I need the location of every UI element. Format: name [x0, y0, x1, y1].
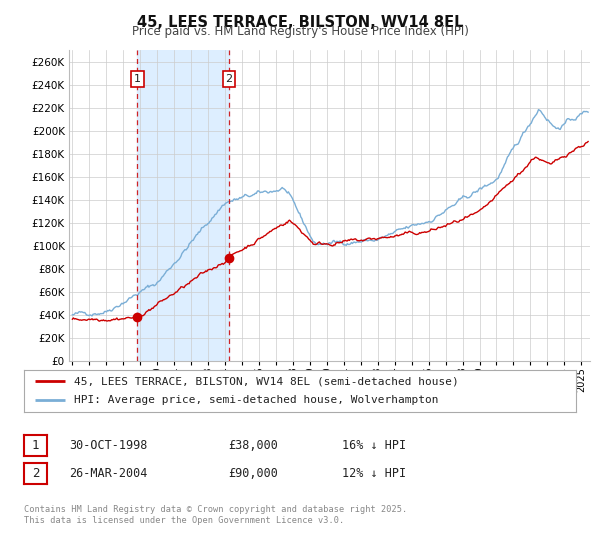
Text: 45, LEES TERRACE, BILSTON, WV14 8EL: 45, LEES TERRACE, BILSTON, WV14 8EL: [137, 15, 463, 30]
Text: 1: 1: [134, 74, 141, 84]
Text: £90,000: £90,000: [228, 466, 278, 480]
Text: 45, LEES TERRACE, BILSTON, WV14 8EL (semi-detached house): 45, LEES TERRACE, BILSTON, WV14 8EL (sem…: [74, 376, 458, 386]
Text: 1: 1: [32, 438, 39, 452]
Text: Contains HM Land Registry data © Crown copyright and database right 2025.
This d: Contains HM Land Registry data © Crown c…: [24, 505, 407, 525]
Text: 2: 2: [32, 466, 39, 480]
Text: £38,000: £38,000: [228, 438, 278, 452]
Text: HPI: Average price, semi-detached house, Wolverhampton: HPI: Average price, semi-detached house,…: [74, 395, 438, 405]
Text: 2: 2: [226, 74, 233, 84]
Text: 12% ↓ HPI: 12% ↓ HPI: [342, 466, 406, 480]
Text: Price paid vs. HM Land Registry's House Price Index (HPI): Price paid vs. HM Land Registry's House …: [131, 25, 469, 38]
Text: 26-MAR-2004: 26-MAR-2004: [69, 466, 148, 480]
Bar: [137, 50, 229, 361]
Text: 30-OCT-1998: 30-OCT-1998: [69, 438, 148, 452]
Text: 16% ↓ HPI: 16% ↓ HPI: [342, 438, 406, 452]
